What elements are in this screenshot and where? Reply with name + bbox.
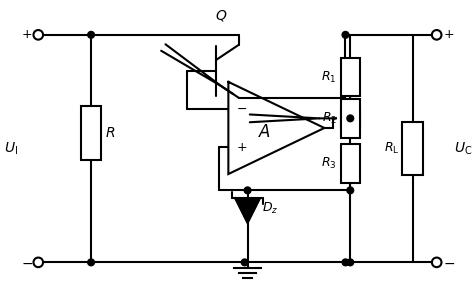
- Circle shape: [34, 30, 43, 40]
- Text: $+$: $+$: [236, 141, 247, 154]
- Text: $R_2$: $R_2$: [321, 111, 337, 126]
- Circle shape: [88, 31, 94, 38]
- Text: $-$: $-$: [443, 255, 455, 269]
- Text: $R_\mathrm{L}$: $R_\mathrm{L}$: [384, 141, 399, 156]
- Text: +: +: [21, 28, 32, 41]
- Bar: [341, 99, 360, 137]
- Text: $R_1$: $R_1$: [321, 69, 337, 85]
- Bar: [341, 58, 360, 96]
- Circle shape: [347, 115, 354, 122]
- Bar: [341, 109, 360, 128]
- Text: $R_3$: $R_3$: [321, 156, 337, 171]
- Bar: [341, 144, 360, 183]
- Circle shape: [347, 187, 354, 194]
- Text: $U_\mathrm{C}$: $U_\mathrm{C}$: [455, 140, 473, 157]
- Bar: [402, 122, 423, 175]
- Circle shape: [432, 258, 441, 267]
- Text: +: +: [444, 28, 455, 41]
- Text: $D_z$: $D_z$: [263, 201, 279, 216]
- Polygon shape: [235, 198, 260, 223]
- Circle shape: [241, 259, 248, 266]
- Bar: [82, 106, 100, 160]
- Circle shape: [347, 259, 354, 266]
- Text: $R$: $R$: [105, 126, 116, 140]
- Text: $-$: $-$: [236, 102, 247, 115]
- Circle shape: [88, 259, 94, 266]
- Text: $Q$: $Q$: [215, 8, 227, 23]
- Circle shape: [244, 187, 251, 194]
- Circle shape: [342, 31, 349, 38]
- Circle shape: [432, 30, 441, 40]
- Circle shape: [34, 258, 43, 267]
- Circle shape: [342, 259, 349, 266]
- Text: $-$: $-$: [21, 255, 33, 269]
- Text: A: A: [259, 123, 271, 141]
- Text: $U_\mathrm{I}$: $U_\mathrm{I}$: [4, 140, 18, 157]
